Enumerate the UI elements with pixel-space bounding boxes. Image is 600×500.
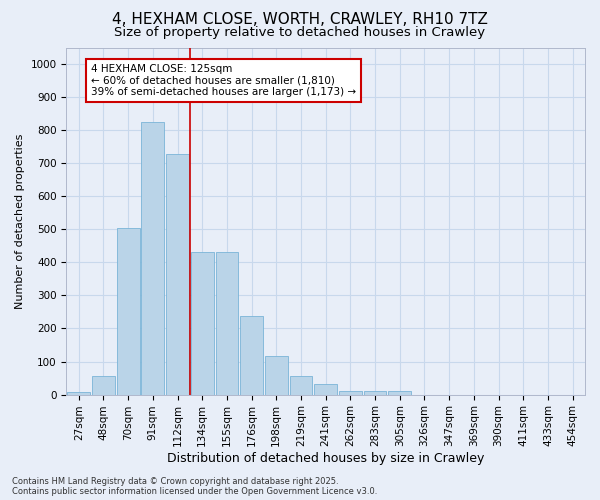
Bar bbox=[314, 384, 337, 394]
Bar bbox=[117, 228, 140, 394]
Bar bbox=[166, 154, 189, 394]
Text: 4, HEXHAM CLOSE, WORTH, CRAWLEY, RH10 7TZ: 4, HEXHAM CLOSE, WORTH, CRAWLEY, RH10 7T… bbox=[112, 12, 488, 28]
Bar bbox=[290, 376, 313, 394]
Bar bbox=[92, 376, 115, 394]
Bar bbox=[388, 392, 411, 394]
Bar bbox=[240, 316, 263, 394]
Bar bbox=[265, 356, 287, 395]
Y-axis label: Number of detached properties: Number of detached properties bbox=[15, 134, 25, 308]
Text: Size of property relative to detached houses in Crawley: Size of property relative to detached ho… bbox=[115, 26, 485, 39]
Text: 4 HEXHAM CLOSE: 125sqm
← 60% of detached houses are smaller (1,810)
39% of semi-: 4 HEXHAM CLOSE: 125sqm ← 60% of detached… bbox=[91, 64, 356, 97]
Text: Contains HM Land Registry data © Crown copyright and database right 2025.
Contai: Contains HM Land Registry data © Crown c… bbox=[12, 476, 377, 496]
X-axis label: Distribution of detached houses by size in Crawley: Distribution of detached houses by size … bbox=[167, 452, 484, 465]
Bar bbox=[215, 252, 238, 394]
Bar bbox=[339, 390, 362, 394]
Bar bbox=[364, 390, 386, 394]
Bar bbox=[191, 252, 214, 394]
Bar bbox=[142, 122, 164, 394]
Bar bbox=[67, 392, 90, 394]
